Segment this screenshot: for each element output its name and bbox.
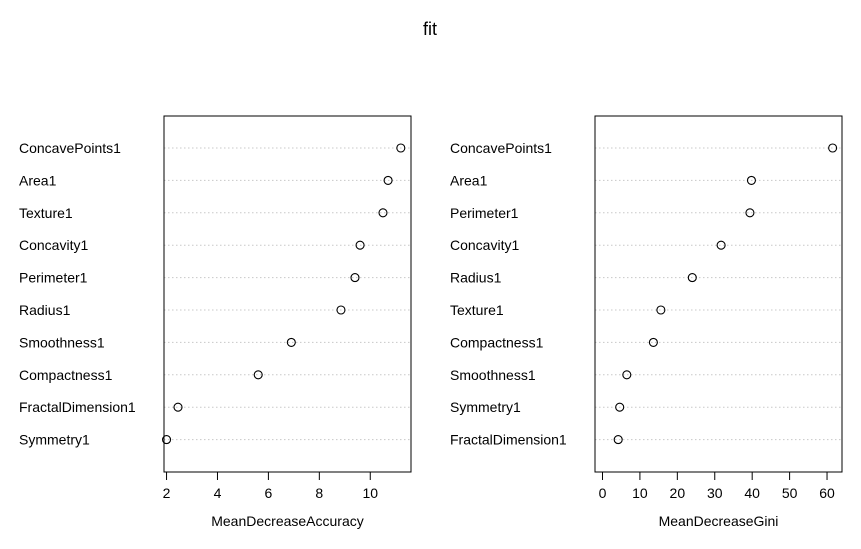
category-label: FractalDimension1 xyxy=(450,432,567,448)
x-tick-label: 20 xyxy=(670,485,686,501)
x-tick-label: 10 xyxy=(362,485,378,501)
data-point xyxy=(656,305,666,315)
category-label: Compactness1 xyxy=(450,334,544,350)
x-tick-label: 4 xyxy=(214,485,222,501)
data-point xyxy=(615,402,625,412)
data-point xyxy=(396,143,406,153)
category-label: Area1 xyxy=(19,172,57,188)
data-point xyxy=(746,175,756,185)
category-label: Symmetry1 xyxy=(19,432,90,448)
x-axis-label: MeanDecreaseGini xyxy=(659,513,779,529)
category-label: Compactness1 xyxy=(19,367,113,383)
category-label: ConcavePoints1 xyxy=(19,140,121,156)
data-point xyxy=(687,273,697,283)
data-point xyxy=(253,370,263,380)
category-label: Radius1 xyxy=(450,270,502,286)
category-label: Texture1 xyxy=(450,302,504,318)
category-label: ConcavePoints1 xyxy=(450,140,552,156)
category-label: Radius1 xyxy=(19,302,71,318)
figure-title: fit xyxy=(423,19,437,39)
data-point xyxy=(336,305,346,315)
x-tick-label: 50 xyxy=(782,485,798,501)
data-point xyxy=(648,337,658,347)
data-point xyxy=(173,402,183,412)
category-label: FractalDimension1 xyxy=(19,399,136,415)
data-point xyxy=(383,175,393,185)
data-point xyxy=(378,208,388,218)
x-tick-label: 2 xyxy=(163,485,171,501)
x-tick-label: 60 xyxy=(819,485,835,501)
chart-panel-2: ConcavePoints1 Area1 Perimeter1 Concavity1 R… xyxy=(450,115,843,529)
data-point xyxy=(622,370,632,380)
category-label: Concavity1 xyxy=(450,237,519,253)
data-point xyxy=(828,143,838,153)
x-tick-label: 8 xyxy=(315,485,323,501)
category-label: Symmetry1 xyxy=(450,399,521,415)
data-point xyxy=(355,240,365,250)
category-label: Area1 xyxy=(450,172,488,188)
category-label: Perimeter1 xyxy=(450,205,519,221)
data-point xyxy=(161,435,172,445)
plot-frame xyxy=(594,115,843,473)
category-label: Perimeter1 xyxy=(19,270,88,286)
x-tick-label: 10 xyxy=(632,485,648,501)
chart-panel-1: ConcavePoints1 Area1 Texture1 Concavity1 Per… xyxy=(19,115,412,529)
x-tick-label: 30 xyxy=(707,485,723,501)
data-point xyxy=(613,435,623,445)
data-point xyxy=(286,337,296,347)
data-point xyxy=(716,240,726,250)
category-label: Texture1 xyxy=(19,205,73,221)
plot-frame xyxy=(163,115,412,473)
data-point xyxy=(745,208,755,218)
x-tick-label: 40 xyxy=(744,485,760,501)
data-point xyxy=(350,273,360,283)
category-label: Smoothness1 xyxy=(19,334,105,350)
x-axis-label: MeanDecreaseAccuracy xyxy=(211,513,364,529)
x-tick-label: 0 xyxy=(599,485,607,501)
category-label: Smoothness1 xyxy=(450,367,536,383)
category-label: Concavity1 xyxy=(19,237,88,253)
x-tick-label: 6 xyxy=(265,485,273,501)
